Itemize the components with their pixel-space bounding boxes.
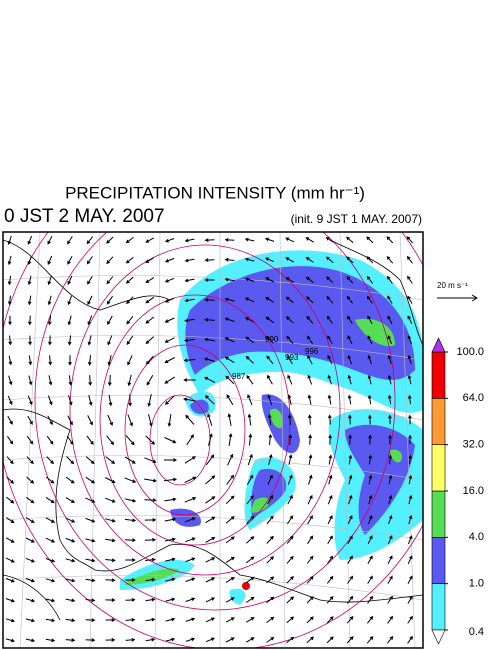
colorbar-tick-label: 4.0	[469, 531, 484, 543]
precipitation	[120, 250, 423, 605]
wind-vectors	[5, 235, 414, 644]
title: PRECIPITATION INTENSITY (mm hr⁻¹)	[65, 183, 365, 202]
colorbar-over	[431, 337, 446, 353]
colorbar-segment	[431, 351, 446, 399]
contour-label: 990	[265, 335, 279, 344]
colorbar-segment	[431, 398, 446, 445]
contour-label: 996	[305, 347, 319, 356]
wind-legend-label: 20 m s⁻¹	[437, 281, 468, 290]
coastlines	[3, 239, 423, 621]
colorbar-tick-label: 16.0	[463, 485, 484, 497]
map: 990 987 993 996	[3, 232, 423, 648]
wind-legend-arrow	[437, 294, 478, 302]
contour-label: 993	[285, 353, 299, 362]
colorbar-segment	[431, 583, 446, 631]
colorbar: 0.4 1.0 4.0 16.0 32.0 64.0 100.0	[431, 337, 484, 645]
colorbar-tick-label: 1.0	[469, 578, 484, 590]
colorbar-segment	[431, 537, 446, 584]
contour-label: 987	[232, 372, 246, 381]
colorbar-tick-label: 0.4	[469, 626, 484, 638]
colorbar-tick-label: 32.0	[463, 439, 484, 451]
valid-time: 0 JST 2 MAY. 2007	[4, 206, 165, 227]
init-time: (init. 9 JST 1 MAY. 2007)	[291, 212, 422, 226]
colorbar-tick-label: 100.0	[456, 346, 484, 358]
colorbar-tick-label: 64.0	[463, 392, 484, 404]
colorbar-segment	[431, 490, 446, 538]
colorbar-under	[431, 629, 446, 645]
colorbar-segment	[431, 444, 446, 492]
map-frame	[2, 231, 424, 649]
